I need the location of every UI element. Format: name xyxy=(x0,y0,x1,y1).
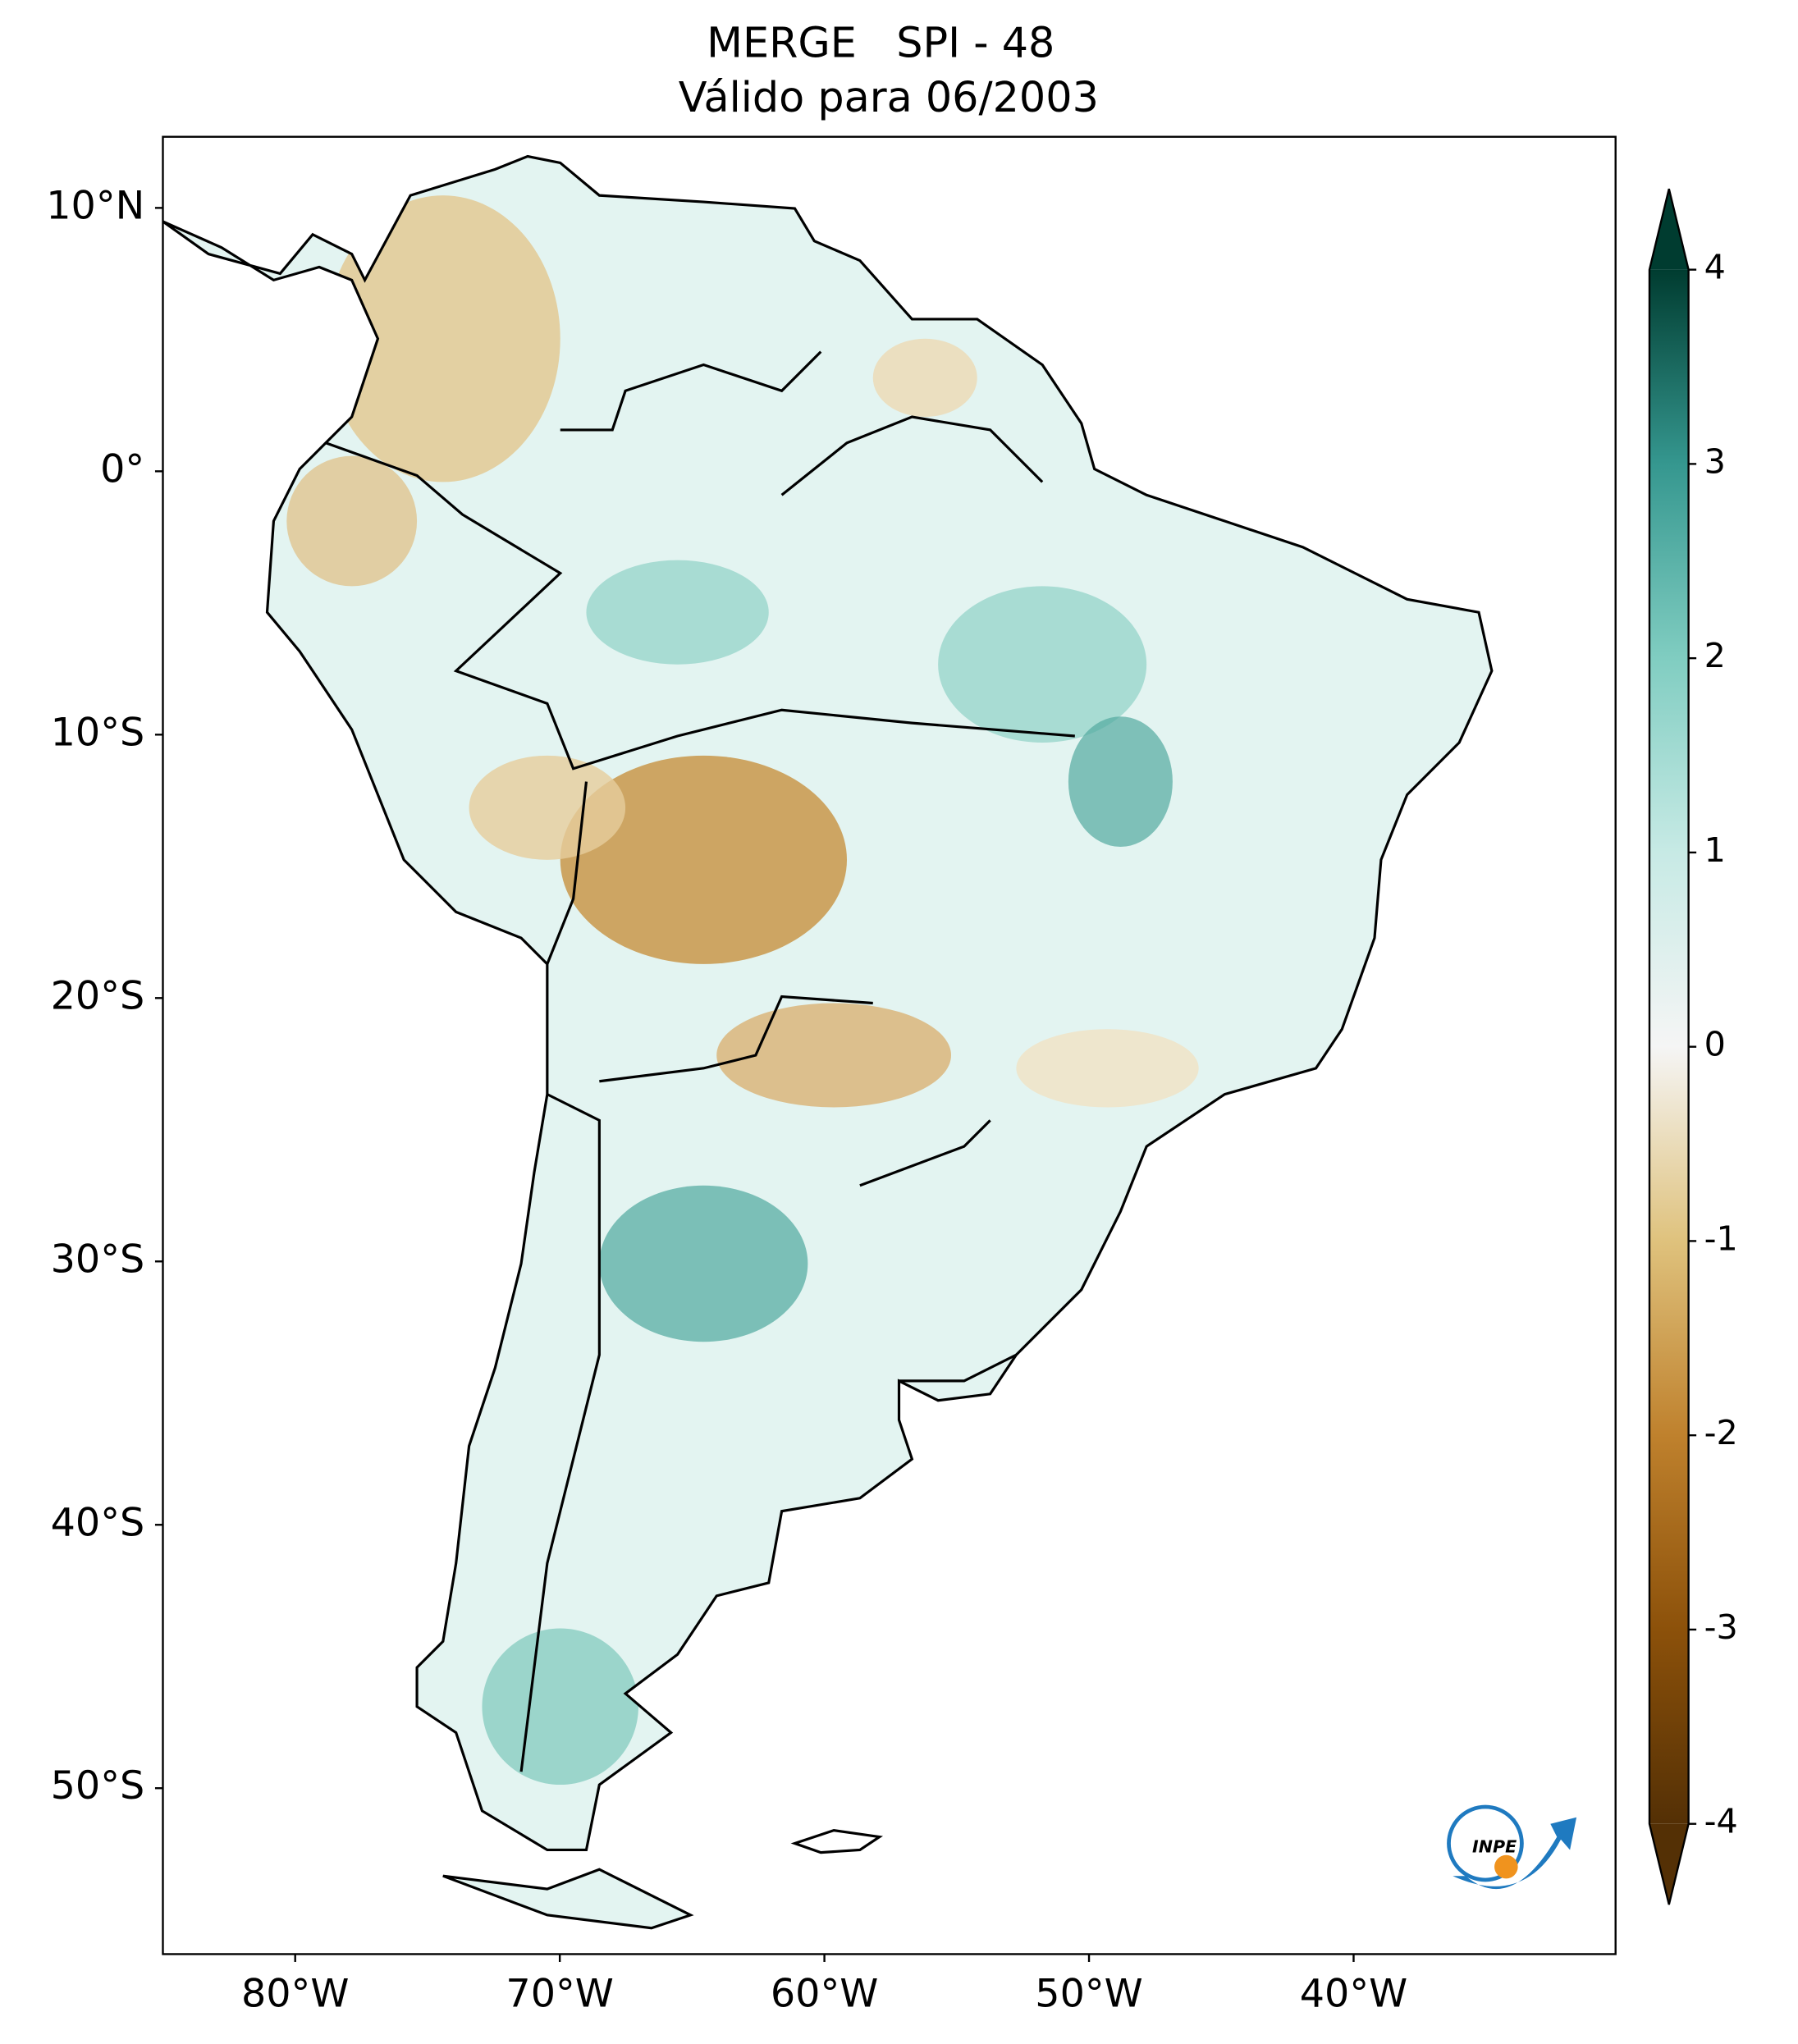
colorbar-tick-label: -1 xyxy=(1704,1219,1738,1258)
logo: INPE xyxy=(1447,1804,1577,1890)
colorbar-tick-label: 2 xyxy=(1704,636,1726,675)
coastline xyxy=(162,154,1494,1930)
lon-tick-label: 60°W xyxy=(771,1971,878,2016)
lat-tick-label: 0° xyxy=(100,446,144,492)
lon-tick-label: 80°W xyxy=(241,1971,349,2016)
colorbar-extend-bottom xyxy=(1649,1823,1689,1905)
colorbar-tick-label: 1 xyxy=(1704,830,1726,870)
lat-tick-label: 10°N xyxy=(46,183,144,228)
colorbar: 4 3 2 1 0 -1 -2 -3 -4 xyxy=(1648,188,1738,1905)
country-borders xyxy=(325,350,1075,1772)
colorbar-tick-label: -2 xyxy=(1704,1413,1738,1452)
subtitle-text: Válido para 06/2003 xyxy=(679,73,1099,121)
lat-tick-label: 10°S xyxy=(51,710,145,755)
colorbar-tick-label: 0 xyxy=(1704,1025,1726,1064)
map-frame xyxy=(162,135,1617,1955)
lat-tick-label: 30°S xyxy=(51,1237,145,1282)
lon-tick-label: 40°W xyxy=(1300,1971,1407,2016)
colorbar-tick-label: -3 xyxy=(1704,1607,1738,1647)
colorbar-extend-top xyxy=(1649,189,1689,270)
title: MERGE SPI - 48 Válido para 06/2003 xyxy=(679,19,1099,122)
lat-tick-label: 40°S xyxy=(51,1500,145,1545)
colorbar-body xyxy=(1649,269,1689,1824)
lon-tick-label: 70°W xyxy=(506,1971,613,2016)
colorbar-tick-label: -4 xyxy=(1704,1802,1738,1841)
colorbar-tick-label: 3 xyxy=(1704,441,1726,481)
colorbar-tick-label: 4 xyxy=(1704,248,1726,287)
logo-text: INPE xyxy=(1472,1836,1517,1856)
land-field xyxy=(162,156,1492,1928)
lat-tick-label: 20°S xyxy=(51,973,145,1018)
axes: 10°N 0° 10°S 20°S 30°S 40°S 50°S 80°W 70°W 60°W 50… xyxy=(46,183,1407,2016)
lat-tick-label: 50°S xyxy=(51,1763,145,1809)
title-text: MERGE SPI - 48 xyxy=(707,19,1055,67)
lon-tick-label: 50°W xyxy=(1035,1971,1142,2016)
